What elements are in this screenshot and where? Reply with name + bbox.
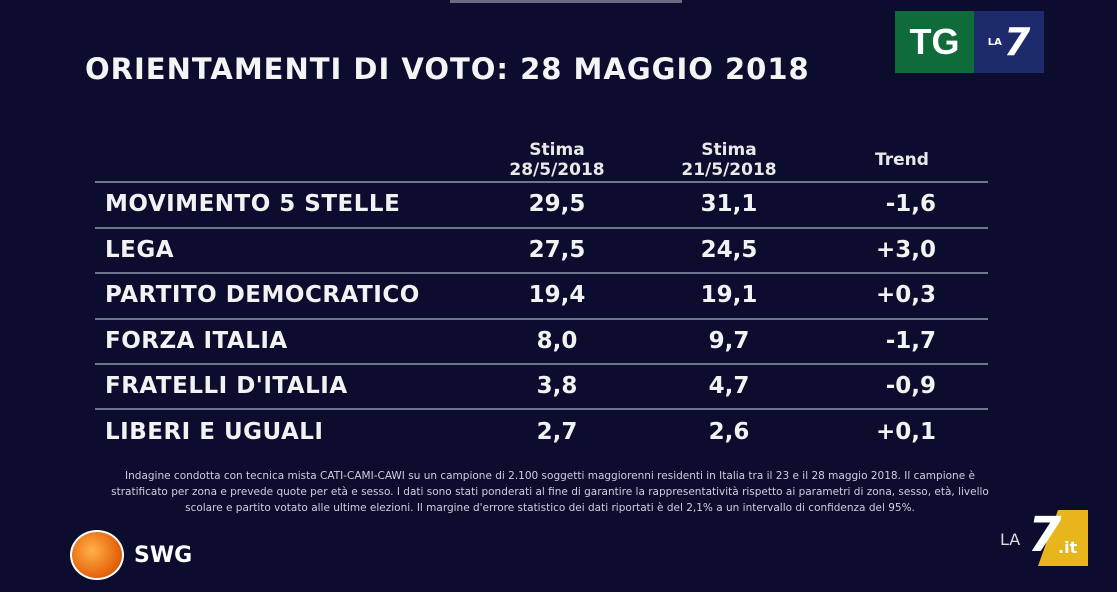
table-row: FRATELLI D'ITALIA 3,8 4,7 -0,9 xyxy=(0,373,1117,403)
stima-21-value: 9,7 xyxy=(708,327,750,354)
table-row: PARTITO DEMOCRATICO 19,4 19,1 +0,3 xyxy=(0,282,1117,312)
page-title: ORIENTAMENTI DI VOTO: 28 MAGGIO 2018 xyxy=(85,52,810,86)
trend-value: -1,6 xyxy=(885,191,936,217)
swg-logo-text: SWG xyxy=(134,542,193,568)
table-row: LIBERI E UGUALI 2,7 2,6 +0,1 xyxy=(0,419,1117,449)
table-row: FORZA ITALIA 8,0 9,7 -1,7 xyxy=(0,328,1117,358)
stima-21-value: 2,6 xyxy=(708,418,750,445)
party-name: PARTITO DEMOCRATICO xyxy=(105,282,420,308)
header-stima-21: Stima 21/5/2018 xyxy=(669,140,789,180)
stima-28-value: 3,8 xyxy=(536,373,578,399)
swg-ball-icon xyxy=(70,530,124,580)
header-stima-28: Stima 28/5/2018 xyxy=(497,140,617,180)
la7it-it: .it xyxy=(1058,538,1078,557)
header-date: 21/5/2018 xyxy=(681,160,777,180)
party-name: FRATELLI D'ITALIA xyxy=(105,373,348,399)
stima-28-value: 27,5 xyxy=(528,236,586,263)
tg-logo-text: TG xyxy=(895,11,974,73)
la7-it-logo: LA 7 .it xyxy=(1000,508,1090,568)
party-name: MOVIMENTO 5 STELLE xyxy=(105,191,401,217)
seven-logo-text: 7 xyxy=(1003,20,1031,64)
stima-28-value: 19,4 xyxy=(528,282,586,308)
party-name: LIBERI E UGUALI xyxy=(105,418,324,445)
table-row: MOVIMENTO 5 STELLE 29,5 31,1 -1,6 xyxy=(0,191,1117,221)
top-bar xyxy=(450,0,682,3)
party-name: LEGA xyxy=(105,236,175,263)
stima-21-value: 4,7 xyxy=(708,373,750,399)
header-label: Stima xyxy=(701,140,757,160)
row-divider xyxy=(95,181,988,183)
la7it-la: LA xyxy=(1000,530,1021,549)
la7it-seven: 7 xyxy=(1028,507,1062,563)
header-date: 28/5/2018 xyxy=(509,160,605,180)
row-divider xyxy=(95,227,988,229)
trend-value: -0,9 xyxy=(885,373,936,399)
row-divider xyxy=(95,408,988,410)
trend-value: -1,7 xyxy=(885,327,936,354)
row-divider xyxy=(95,318,988,320)
swg-logo: SWG xyxy=(70,530,192,580)
la-logo-text: LA xyxy=(987,36,1002,48)
header-trend: Trend xyxy=(842,150,962,170)
stima-28-value: 2,7 xyxy=(536,418,578,445)
row-divider xyxy=(95,363,988,365)
trend-value: +3,0 xyxy=(875,236,936,263)
row-divider xyxy=(95,272,988,274)
stima-28-value: 29,5 xyxy=(528,191,586,217)
header-label: Trend xyxy=(875,150,929,170)
stima-21-value: 24,5 xyxy=(700,236,758,263)
party-name: FORZA ITALIA xyxy=(105,327,288,354)
stima-28-value: 8,0 xyxy=(536,327,578,354)
methodology-footnote: Indagine condotta con tecnica mista CATI… xyxy=(111,470,989,514)
tg-la7-logo: TG LA 7 xyxy=(895,11,1044,73)
stima-21-value: 31,1 xyxy=(700,191,758,217)
trend-value: +0,1 xyxy=(875,418,936,445)
stima-21-value: 19,1 xyxy=(700,282,758,308)
table-row: LEGA 27,5 24,5 +3,0 xyxy=(0,237,1117,267)
header-label: Stima xyxy=(529,140,585,160)
trend-value: +0,3 xyxy=(875,282,936,308)
